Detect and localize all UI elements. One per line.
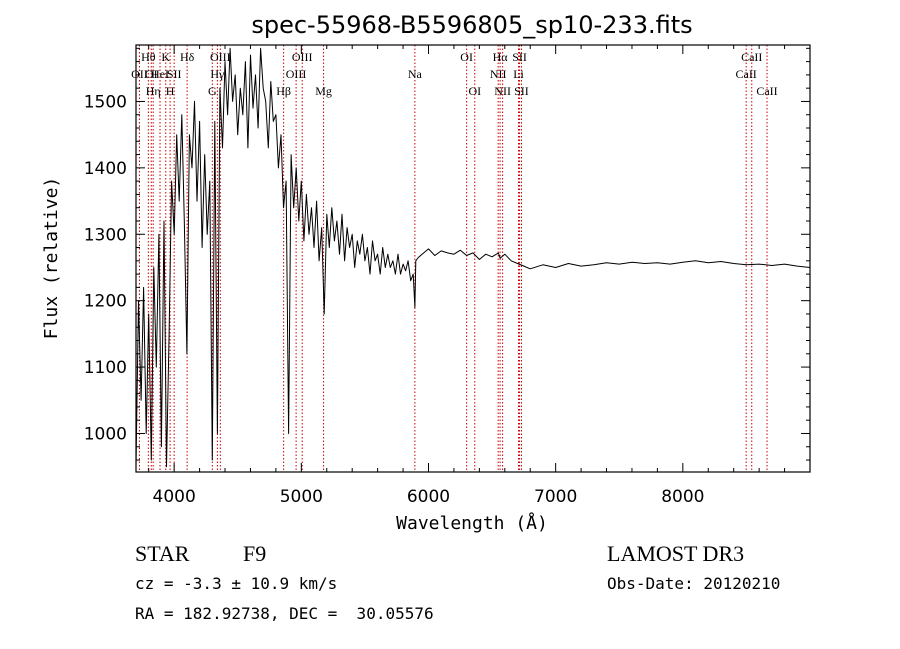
line-marker-label-3: Hη	[146, 84, 161, 98]
y-axis-label: Flux (relative)	[41, 177, 62, 340]
line-marker-label-15: Mg	[315, 84, 332, 98]
line-marker-label-14: OIII	[292, 50, 313, 64]
x-axis-ticks: 4000 5000 6000 7000 8000	[148, 45, 786, 507]
line-marker-label-25: CaII	[735, 67, 756, 81]
flux-series-line	[135, 47, 811, 468]
line-marker-label-4: HeI	[151, 67, 169, 81]
line-marker-label-8: Hδ	[180, 50, 195, 64]
line-marker-label-22: Li	[513, 67, 524, 81]
x-tick-label: 7000	[534, 487, 577, 507]
x-tick-label: 8000	[661, 487, 704, 507]
line-marker-label-11: OIII	[210, 50, 231, 64]
line-marker-label-6: H	[166, 84, 175, 98]
line-marker-label-20: Hα	[493, 50, 509, 64]
line-marker-label-13: OIII	[286, 67, 307, 81]
object-subclass: F9	[243, 541, 266, 566]
line-marker-label-24: SII	[514, 84, 529, 98]
line-marker-label-7: SII	[167, 67, 182, 81]
object-class: STAR	[135, 541, 190, 566]
line-marker-label-12: Hβ	[276, 84, 291, 98]
y-tick-label: 1400	[84, 159, 127, 179]
line-marker-label-9: G	[208, 84, 217, 98]
line-marker-label-0: OII	[131, 67, 148, 81]
spectral-line-labels: OII Hθ OI Hη HeI K H SII Hδ G Hγ OIII Hβ OIII OIII Mg Na…	[131, 50, 778, 98]
y-tick-label: 1300	[84, 225, 127, 245]
chart-title: spec-55968-B5596805_sp10-233.fits	[251, 11, 692, 39]
survey-label: LAMOST DR3	[607, 541, 744, 566]
spectral-line-markers	[138, 45, 768, 472]
coordinates-text: RA = 182.92738, DEC = 30.05576	[135, 604, 434, 623]
line-marker-label-18: OI	[468, 84, 481, 98]
line-marker-label-10: Hγ	[210, 67, 225, 81]
x-tick-label: 5000	[280, 487, 323, 507]
x-tick-label: 6000	[407, 487, 450, 507]
line-marker-label-2: OI	[145, 67, 158, 81]
y-tick-label: 1500	[84, 92, 127, 112]
line-marker-label-1: Hθ	[141, 50, 156, 64]
x-axis-label: Wavelength (Å)	[396, 512, 548, 534]
line-marker-label-23: SII	[512, 50, 527, 64]
line-marker-label-21: NII	[494, 84, 511, 98]
line-marker-label-16: Na	[408, 67, 423, 81]
y-tick-label: 1100	[84, 358, 127, 378]
x-tick-label: 4000	[153, 487, 196, 507]
y-tick-label: 1200	[84, 292, 127, 312]
obs-date-text: Obs-Date: 20120210	[607, 574, 780, 593]
line-marker-label-26: CaII	[741, 50, 762, 64]
line-marker-label-17: OI	[460, 50, 473, 64]
y-tick-label: 1000	[84, 424, 127, 444]
line-marker-label-19: NII	[490, 67, 507, 81]
redshift-text: cz = -3.3 ± 10.9 km/s	[135, 574, 337, 593]
y-axis-ticks: 1000 1100 1200 1300 1400 1500	[84, 47, 810, 461]
line-marker-label-5: K	[161, 50, 170, 64]
plot-frame	[135, 44, 811, 473]
line-marker-label-27: CaII	[756, 84, 777, 98]
